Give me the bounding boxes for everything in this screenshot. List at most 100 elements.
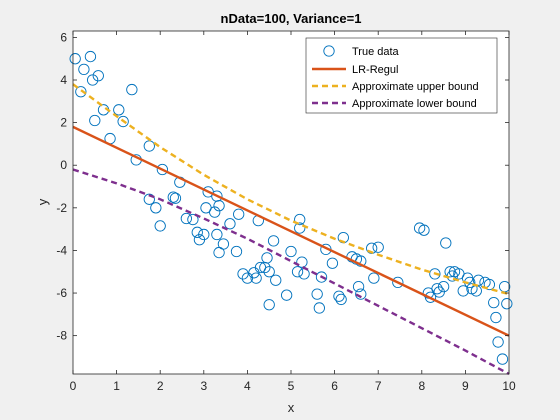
data-point xyxy=(233,208,245,220)
y-tick-label: 0 xyxy=(60,158,67,172)
y-tick-label: -8 xyxy=(56,329,67,343)
y-tick-label: 6 xyxy=(60,30,67,44)
data-point xyxy=(392,276,404,289)
x-tick-label: 1 xyxy=(113,379,120,393)
data-point xyxy=(294,222,306,234)
y-tick-label: -2 xyxy=(56,201,67,215)
data-point xyxy=(86,74,99,86)
x-tick-label: 3 xyxy=(200,379,207,393)
data-point xyxy=(193,234,206,246)
data-point xyxy=(263,266,275,278)
data-point xyxy=(237,268,249,280)
data-point xyxy=(311,288,323,300)
data-point xyxy=(296,256,308,268)
y-tick-label: 4 xyxy=(60,73,67,87)
data-point xyxy=(261,252,273,264)
data-point xyxy=(250,272,262,284)
data-point xyxy=(117,115,129,128)
y-tick-label: -6 xyxy=(56,286,67,300)
legend-swatch-true-data xyxy=(323,45,335,57)
series-line-approximate-upper-bound xyxy=(72,83,510,296)
data-point xyxy=(429,268,441,280)
data-point xyxy=(472,274,485,286)
data-point xyxy=(69,53,81,65)
y-axis-label: y xyxy=(35,198,50,205)
x-tick-label: 2 xyxy=(157,379,164,393)
x-tick-label: 0 xyxy=(70,379,77,393)
data-point xyxy=(150,202,162,214)
legend-label-lr-regul: LR-Regul xyxy=(352,64,398,76)
x-tick-label: 4 xyxy=(244,379,251,393)
data-point xyxy=(418,224,430,236)
data-point xyxy=(285,245,297,258)
data-point xyxy=(211,228,223,241)
data-point xyxy=(224,218,236,230)
data-point xyxy=(78,63,90,75)
x-tick-label: 10 xyxy=(502,379,516,393)
series-layer xyxy=(69,50,513,376)
data-point xyxy=(335,293,347,306)
x-axis-label: x xyxy=(288,400,295,415)
data-point xyxy=(169,192,182,204)
data-point xyxy=(333,290,345,302)
data-point xyxy=(89,114,101,127)
data-point xyxy=(191,226,203,238)
data-point xyxy=(372,241,384,253)
legend-label-upper-bound: Approximate upper bound xyxy=(352,81,479,93)
data-point xyxy=(167,191,179,203)
data-point xyxy=(156,163,169,176)
data-point xyxy=(294,213,306,226)
data-point xyxy=(75,86,87,98)
y-tick-label: -4 xyxy=(56,243,67,257)
data-point xyxy=(280,289,293,301)
data-point xyxy=(368,272,380,284)
data-point xyxy=(291,266,304,278)
data-point xyxy=(217,238,230,250)
data-point xyxy=(180,212,193,225)
data-point xyxy=(230,245,243,258)
data-point xyxy=(263,299,275,311)
data-point xyxy=(113,104,125,116)
data-point xyxy=(488,296,500,309)
data-point xyxy=(424,291,437,303)
data-point xyxy=(483,278,496,291)
data-point xyxy=(496,353,509,365)
data-point xyxy=(355,288,367,300)
data-point xyxy=(431,283,443,295)
data-point xyxy=(209,206,221,218)
legend: True data LR-Regul Approximate upper bou… xyxy=(305,37,498,114)
x-tick-label: 6 xyxy=(331,379,338,393)
ticks-layer: 0 1 2 3 4 5 6 7 8 9 10 6 4 2 0 -2 -4 -6 -8 xyxy=(56,30,516,393)
x-tick-label: 9 xyxy=(462,379,469,393)
data-point xyxy=(326,257,339,269)
legend-box xyxy=(305,37,498,114)
legend-swatches xyxy=(312,45,346,105)
x-tick-label: 8 xyxy=(418,379,425,393)
data-point xyxy=(267,235,280,247)
data-point xyxy=(457,285,469,297)
data-point xyxy=(433,286,445,298)
data-point xyxy=(492,336,504,348)
data-point xyxy=(213,200,225,212)
data-point xyxy=(92,70,104,82)
data-point xyxy=(313,302,325,314)
x-tick-label: 5 xyxy=(288,379,295,393)
y-tick-label: 2 xyxy=(60,116,67,130)
data-point xyxy=(440,237,452,249)
data-point xyxy=(315,271,328,283)
data-point xyxy=(490,311,502,324)
data-point xyxy=(270,274,282,286)
legend-label-true-data: True data xyxy=(352,46,400,58)
x-tick-label: 7 xyxy=(375,379,382,393)
data-point xyxy=(154,220,166,232)
series-line-lr-regul xyxy=(72,125,510,337)
data-point xyxy=(187,213,199,226)
data-point xyxy=(352,281,365,293)
legend-label-lower-bound: Approximate lower bound xyxy=(352,98,477,110)
series-line-approximate-lower-bound xyxy=(72,168,510,376)
chart-title: nData=100, Variance=1 xyxy=(221,11,362,26)
data-point xyxy=(84,50,97,63)
data-point xyxy=(126,83,138,96)
